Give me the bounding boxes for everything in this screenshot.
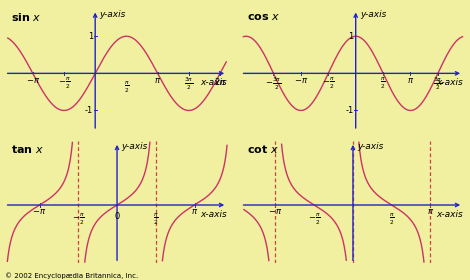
Text: x-axis: x-axis — [436, 210, 463, 219]
Text: $\frac{3\pi}{2}$: $\frac{3\pi}{2}$ — [433, 76, 443, 92]
Text: $\pi$: $\pi$ — [407, 76, 414, 85]
Text: $\mathbf{cos}\ \mathit{x}$: $\mathbf{cos}\ \mathit{x}$ — [247, 11, 281, 22]
Text: -1: -1 — [85, 106, 93, 115]
Text: $-\frac{\pi}{2}$: $-\frac{\pi}{2}$ — [322, 76, 335, 91]
Text: $\pi$: $\pi$ — [191, 207, 198, 216]
Text: y-axis: y-axis — [122, 142, 148, 151]
Text: $\frac{\pi}{2}$: $\frac{\pi}{2}$ — [380, 76, 386, 91]
Text: $-\frac{\pi}{2}$: $-\frac{\pi}{2}$ — [58, 76, 70, 91]
Text: $-\pi$: $-\pi$ — [268, 207, 282, 216]
Text: y-axis: y-axis — [100, 10, 126, 19]
Text: 1: 1 — [348, 32, 353, 41]
Text: $-\frac{3\pi}{2}$: $-\frac{3\pi}{2}$ — [266, 76, 282, 92]
Text: y-axis: y-axis — [358, 142, 384, 151]
Text: $\mathbf{sin}\ \mathit{x}$: $\mathbf{sin}\ \mathit{x}$ — [11, 11, 42, 23]
Text: $\frac{3\pi}{2}$: $\frac{3\pi}{2}$ — [184, 76, 194, 92]
Text: $\frac{\pi}{2}$: $\frac{\pi}{2}$ — [389, 212, 394, 227]
Text: x-axis: x-axis — [200, 210, 227, 219]
Text: $\frac{\pi}{2}$: $\frac{\pi}{2}$ — [124, 80, 129, 95]
Text: y-axis: y-axis — [360, 10, 386, 19]
Text: © 2002 Encyclopædia Britannica, Inc.: © 2002 Encyclopædia Britannica, Inc. — [5, 272, 138, 279]
Text: 1: 1 — [88, 32, 93, 41]
Text: $\pi$: $\pi$ — [427, 207, 434, 216]
Text: $-\frac{\pi}{2}$: $-\frac{\pi}{2}$ — [72, 212, 85, 227]
Text: $\mathbf{tan}\ \mathit{x}$: $\mathbf{tan}\ \mathit{x}$ — [11, 143, 45, 155]
Text: x-axis: x-axis — [200, 78, 227, 87]
Text: $\pi$: $\pi$ — [154, 76, 161, 85]
Text: $2\pi$: $2\pi$ — [214, 76, 226, 87]
Text: $-\pi$: $-\pi$ — [26, 76, 40, 85]
Text: -1: -1 — [345, 106, 353, 115]
Text: $\frac{\pi}{2}$: $\frac{\pi}{2}$ — [153, 212, 159, 227]
Text: $-\pi$: $-\pi$ — [32, 207, 47, 216]
Text: $-\pi$: $-\pi$ — [294, 76, 308, 85]
Text: x-axis: x-axis — [436, 78, 463, 87]
Text: 0: 0 — [114, 212, 120, 221]
Text: $-\frac{\pi}{2}$: $-\frac{\pi}{2}$ — [308, 212, 321, 227]
Text: $\mathbf{cot}\ \mathit{x}$: $\mathbf{cot}\ \mathit{x}$ — [247, 143, 279, 155]
